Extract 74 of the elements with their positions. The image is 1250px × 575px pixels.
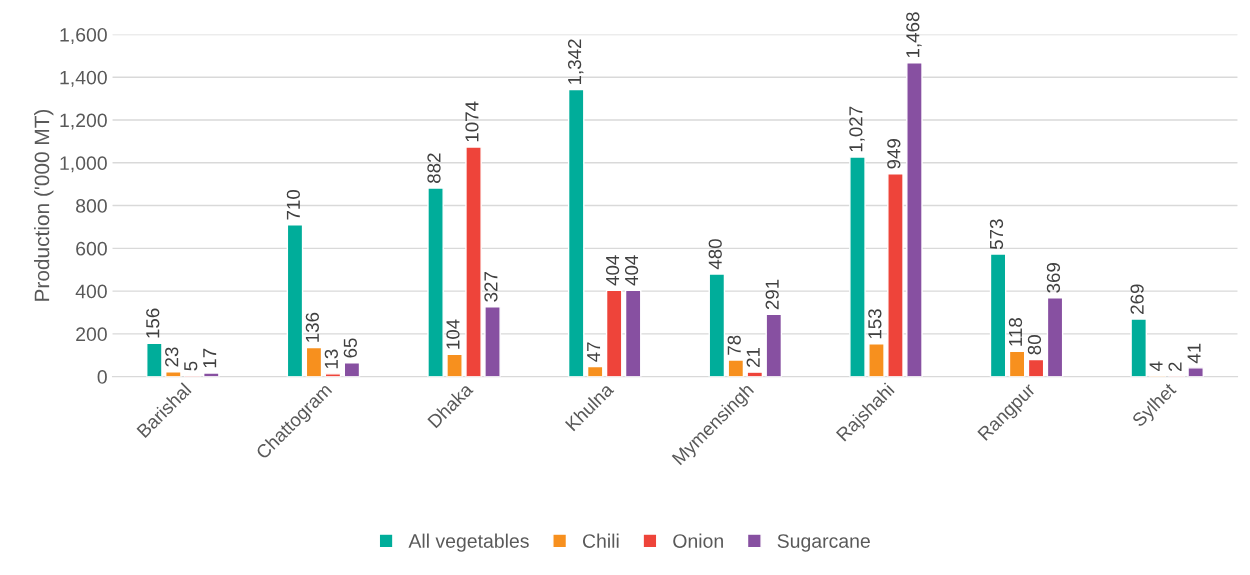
bar [343,362,361,377]
data-label: 156 [146,308,160,338]
bar [305,346,323,377]
bar [1046,297,1064,377]
bar [849,156,866,377]
y-tick-label: 1,200 [60,113,107,130]
data-label: 136 [305,312,319,342]
data-label: 1,468 [906,12,922,58]
bar [427,187,444,377]
data-label: 13 [324,349,338,369]
data-label: 118 [1008,318,1023,346]
legend-label: All vegetables [408,533,529,552]
y-tick-label: 1,400 [60,70,107,87]
data-label: 65 [343,338,357,358]
bar [708,273,726,377]
data-label: 80 [1027,335,1042,355]
y-tick-label: 400 [75,284,107,299]
bar [165,371,182,377]
y-tick-label: 600 [76,241,107,256]
bar [484,306,501,377]
data-label: 153 [868,309,882,339]
data-label: 404 [624,255,639,286]
legend-label: Onion [673,533,723,548]
legend-label: Sugarcane [777,534,870,552]
data-label: 5 [184,361,198,371]
bar [727,359,745,377]
data-label: 882 [427,153,441,183]
data-label: 480 [708,239,722,270]
bar [286,224,304,377]
data-label: 41 [1187,343,1201,364]
data-label: 327 [484,272,498,302]
data-label: 404 [605,255,620,286]
data-label: 269 [1130,284,1144,314]
data-label: 78 [727,335,741,355]
y-tick-label: 200 [76,327,107,342]
bar [624,289,642,377]
y-tick-label: 1,000 [60,156,107,173]
bar [146,342,163,377]
bar [1187,367,1204,377]
y-tick-label: 800 [76,199,107,213]
data-label: 4 [1149,361,1163,372]
bar [203,372,220,377]
bar [765,313,783,377]
data-label: 710 [286,189,300,220]
data-label: 1,027 [849,106,865,152]
data-label: 23 [165,347,179,367]
bar [1008,350,1026,377]
data-label: 291 [765,279,779,310]
bar [868,343,885,377]
bar [567,88,585,377]
data-label: 1074 [465,101,479,142]
bar [989,253,1007,377]
data-label: 573 [989,219,1004,250]
data-label: 949 [887,139,901,169]
data-label: 1,342 [567,39,584,84]
data-label: 17 [203,348,217,368]
bar [887,173,904,377]
bar [586,365,604,377]
bar [1130,318,1147,377]
y-tick-label: 0 [97,370,107,384]
bar [1027,358,1045,377]
data-label: 369 [1046,263,1061,293]
data-label: 2 [1168,362,1182,371]
data-label: 104 [446,319,460,349]
y-tick-label: 1,600 [60,27,107,45]
y-axis-title: Production ('000 MT) [34,109,54,301]
bar [465,146,482,377]
data-label: 47 [587,342,601,362]
legend-label: Chili [582,533,619,548]
bar [746,371,764,377]
bar [446,353,463,377]
bar [605,289,623,377]
bar [906,62,923,377]
data-label: 21 [746,347,760,367]
